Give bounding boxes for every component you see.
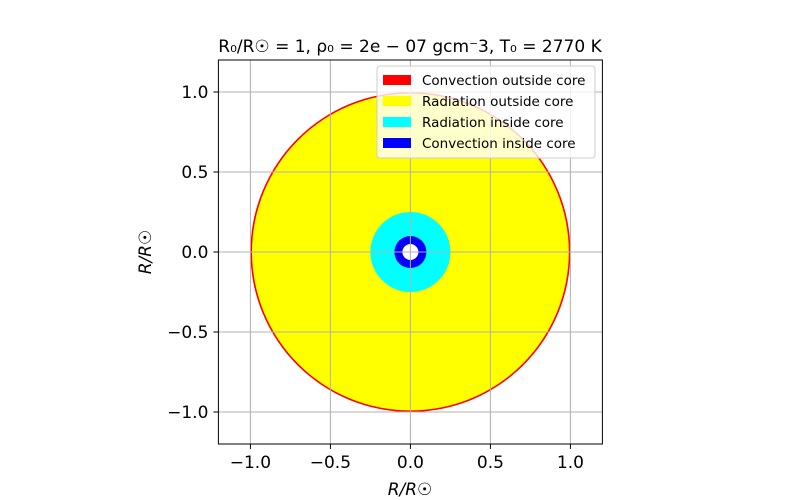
y-axis-label: R/R☉ (136, 230, 156, 275)
legend-swatch (383, 138, 411, 148)
x-axis: −1.0 −0.5 0.0 0.5 1.0 (230, 444, 584, 473)
x-axis-label: R/R☉ (388, 480, 433, 500)
legend-box (376, 65, 596, 159)
x-tick-label: −1.0 (230, 453, 271, 473)
y-tick-label: 1.0 (181, 83, 208, 103)
legend-swatch (383, 96, 411, 106)
legend: Convection outside core Radiation outside… (376, 65, 596, 159)
x-tick-label: 0.5 (477, 453, 504, 473)
y-tick-label: 0.0 (181, 243, 208, 263)
y-tick-label: −1.0 (167, 403, 208, 423)
y-axis: −1.0 −0.5 0.0 0.5 1.0 (167, 83, 219, 423)
legend-swatch (383, 117, 411, 127)
legend-label: Radiation outside core (422, 94, 573, 110)
chart-title: R₀/R☉ = 1, ρ₀ = 2e − 07 gcm⁻3, T₀ = 2770… (218, 37, 602, 57)
x-tick-label: 0.0 (397, 453, 424, 473)
legend-label: Convection inside core (422, 136, 576, 152)
y-tick-label: 0.5 (181, 163, 208, 183)
y-tick-label: −0.5 (167, 323, 208, 343)
x-tick-label: 1.0 (557, 453, 584, 473)
legend-label: Convection outside core (422, 73, 585, 89)
legend-label: Radiation inside core (422, 115, 564, 131)
legend-swatch (383, 75, 411, 85)
x-tick-label: −0.5 (310, 453, 351, 473)
